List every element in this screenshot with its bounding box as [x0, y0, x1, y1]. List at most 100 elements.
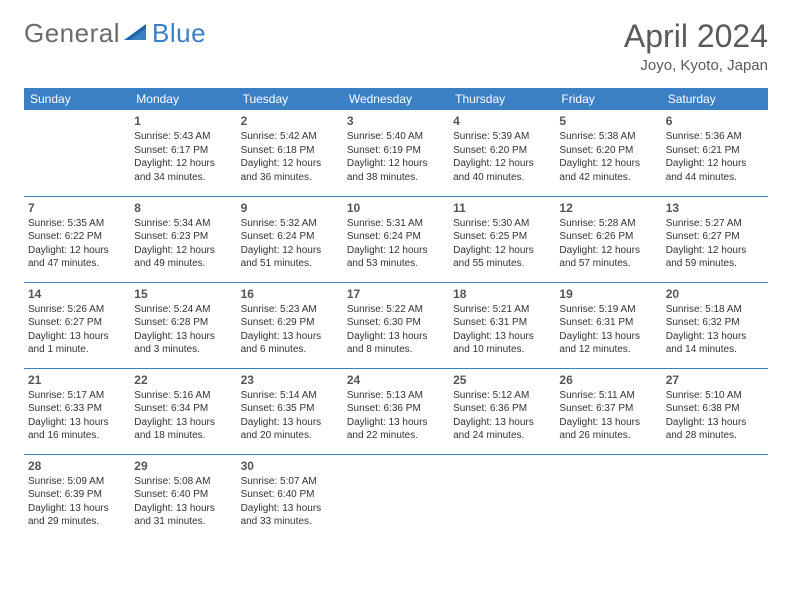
- sunset-text: Sunset: 6:24 PM: [347, 230, 445, 244]
- daylight-text: Daylight: 12 hours: [241, 244, 339, 258]
- daylight-text: Daylight: 13 hours: [347, 330, 445, 344]
- location: Joyo, Kyoto, Japan: [624, 57, 768, 74]
- daylight-text: Daylight: 13 hours: [28, 416, 126, 430]
- sunset-text: Sunset: 6:26 PM: [559, 230, 657, 244]
- logo-text-blue: Blue: [152, 18, 206, 49]
- daylight-text: and 14 minutes.: [666, 343, 764, 357]
- daylight-text: and 28 minutes.: [666, 429, 764, 443]
- daylight-text: and 22 minutes.: [347, 429, 445, 443]
- calendar-cell: 2Sunrise: 5:42 AMSunset: 6:18 PMDaylight…: [237, 110, 343, 196]
- day-number: 18: [453, 286, 551, 302]
- sunrise-text: Sunrise: 5:35 AM: [28, 217, 126, 231]
- daylight-text: Daylight: 12 hours: [666, 244, 764, 258]
- daylight-text: Daylight: 12 hours: [666, 157, 764, 171]
- daylight-text: Daylight: 12 hours: [347, 157, 445, 171]
- day-number: 6: [666, 113, 764, 129]
- day-name: Sunday: [24, 88, 130, 110]
- calendar-cell: 6Sunrise: 5:36 AMSunset: 6:21 PMDaylight…: [662, 110, 768, 196]
- logo: General Blue: [24, 18, 206, 49]
- calendar-cell: [343, 454, 449, 540]
- sunset-text: Sunset: 6:33 PM: [28, 402, 126, 416]
- sunrise-text: Sunrise: 5:14 AM: [241, 389, 339, 403]
- calendar-cell: [24, 110, 130, 196]
- sunset-text: Sunset: 6:31 PM: [453, 316, 551, 330]
- daylight-text: and 49 minutes.: [134, 257, 232, 271]
- daylight-text: Daylight: 13 hours: [241, 330, 339, 344]
- day-number: 20: [666, 286, 764, 302]
- day-number: 26: [559, 372, 657, 388]
- sunset-text: Sunset: 6:39 PM: [28, 488, 126, 502]
- day-number: 16: [241, 286, 339, 302]
- day-name: Wednesday: [343, 88, 449, 110]
- sunset-text: Sunset: 6:29 PM: [241, 316, 339, 330]
- sunset-text: Sunset: 6:23 PM: [134, 230, 232, 244]
- sunset-text: Sunset: 6:24 PM: [241, 230, 339, 244]
- calendar-cell: 4Sunrise: 5:39 AMSunset: 6:20 PMDaylight…: [449, 110, 555, 196]
- day-number: 15: [134, 286, 232, 302]
- daylight-text: Daylight: 13 hours: [347, 416, 445, 430]
- day-number: 5: [559, 113, 657, 129]
- sunset-text: Sunset: 6:30 PM: [347, 316, 445, 330]
- sunset-text: Sunset: 6:28 PM: [134, 316, 232, 330]
- sunrise-text: Sunrise: 5:08 AM: [134, 475, 232, 489]
- daylight-text: and 38 minutes.: [347, 171, 445, 185]
- sunrise-text: Sunrise: 5:09 AM: [28, 475, 126, 489]
- sunrise-text: Sunrise: 5:11 AM: [559, 389, 657, 403]
- daylight-text: and 40 minutes.: [453, 171, 551, 185]
- sunset-text: Sunset: 6:20 PM: [453, 144, 551, 158]
- daylight-text: Daylight: 12 hours: [559, 157, 657, 171]
- calendar-cell: 12Sunrise: 5:28 AMSunset: 6:26 PMDayligh…: [555, 196, 661, 282]
- sunset-text: Sunset: 6:27 PM: [666, 230, 764, 244]
- daylight-text: Daylight: 13 hours: [241, 416, 339, 430]
- sunset-text: Sunset: 6:18 PM: [241, 144, 339, 158]
- calendar-head: Sunday Monday Tuesday Wednesday Thursday…: [24, 88, 768, 110]
- daylight-text: and 18 minutes.: [134, 429, 232, 443]
- sunset-text: Sunset: 6:35 PM: [241, 402, 339, 416]
- sunrise-text: Sunrise: 5:30 AM: [453, 217, 551, 231]
- daylight-text: Daylight: 12 hours: [134, 157, 232, 171]
- daylight-text: and 6 minutes.: [241, 343, 339, 357]
- day-number: 29: [134, 458, 232, 474]
- sunrise-text: Sunrise: 5:23 AM: [241, 303, 339, 317]
- daylight-text: and 3 minutes.: [134, 343, 232, 357]
- sunrise-text: Sunrise: 5:17 AM: [28, 389, 126, 403]
- calendar-cell: 9Sunrise: 5:32 AMSunset: 6:24 PMDaylight…: [237, 196, 343, 282]
- calendar-cell: 15Sunrise: 5:24 AMSunset: 6:28 PMDayligh…: [130, 282, 236, 368]
- daylight-text: and 29 minutes.: [28, 515, 126, 529]
- daylight-text: Daylight: 13 hours: [559, 416, 657, 430]
- day-number: 2: [241, 113, 339, 129]
- sunrise-text: Sunrise: 5:07 AM: [241, 475, 339, 489]
- daylight-text: and 16 minutes.: [28, 429, 126, 443]
- calendar-cell: 22Sunrise: 5:16 AMSunset: 6:34 PMDayligh…: [130, 368, 236, 454]
- sunset-text: Sunset: 6:37 PM: [559, 402, 657, 416]
- day-name: Monday: [130, 88, 236, 110]
- calendar-cell: 1Sunrise: 5:43 AMSunset: 6:17 PMDaylight…: [130, 110, 236, 196]
- sunrise-text: Sunrise: 5:32 AM: [241, 217, 339, 231]
- calendar-cell: 24Sunrise: 5:13 AMSunset: 6:36 PMDayligh…: [343, 368, 449, 454]
- sunrise-text: Sunrise: 5:39 AM: [453, 130, 551, 144]
- daylight-text: Daylight: 13 hours: [241, 502, 339, 516]
- day-number: 14: [28, 286, 126, 302]
- sunset-text: Sunset: 6:36 PM: [453, 402, 551, 416]
- daylight-text: and 33 minutes.: [241, 515, 339, 529]
- calendar-cell: 30Sunrise: 5:07 AMSunset: 6:40 PMDayligh…: [237, 454, 343, 540]
- calendar-cell: 29Sunrise: 5:08 AMSunset: 6:40 PMDayligh…: [130, 454, 236, 540]
- day-number: 13: [666, 200, 764, 216]
- calendar-cell: 21Sunrise: 5:17 AMSunset: 6:33 PMDayligh…: [24, 368, 130, 454]
- calendar-week-row: 7Sunrise: 5:35 AMSunset: 6:22 PMDaylight…: [24, 196, 768, 282]
- calendar-cell: 13Sunrise: 5:27 AMSunset: 6:27 PMDayligh…: [662, 196, 768, 282]
- daylight-text: Daylight: 13 hours: [28, 330, 126, 344]
- day-number: 25: [453, 372, 551, 388]
- daylight-text: Daylight: 12 hours: [28, 244, 126, 258]
- day-number: 4: [453, 113, 551, 129]
- sunrise-text: Sunrise: 5:10 AM: [666, 389, 764, 403]
- daylight-text: Daylight: 12 hours: [347, 244, 445, 258]
- day-number: 27: [666, 372, 764, 388]
- day-number: 30: [241, 458, 339, 474]
- daylight-text: and 55 minutes.: [453, 257, 551, 271]
- sunrise-text: Sunrise: 5:36 AM: [666, 130, 764, 144]
- daylight-text: and 20 minutes.: [241, 429, 339, 443]
- day-number: 17: [347, 286, 445, 302]
- day-number: 21: [28, 372, 126, 388]
- day-number: 19: [559, 286, 657, 302]
